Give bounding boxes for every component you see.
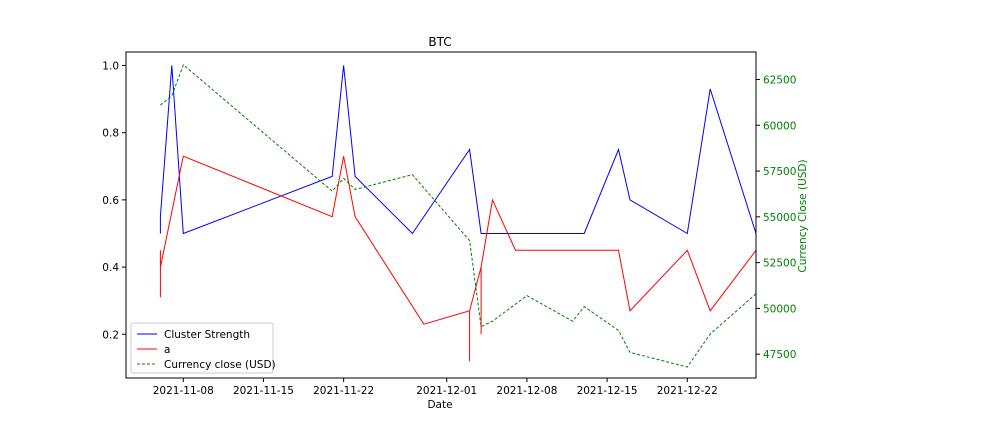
x-tick-label: 2021-12-15 <box>577 385 638 397</box>
x-axis: 2021-11-08 2021-11-15 2021-11-22 2021-12-01… <box>153 378 718 397</box>
x-tick-label: 2021-12-22 <box>657 385 718 397</box>
y2-tick-label: 55000 <box>763 212 796 224</box>
y2-tick-label: 62500 <box>763 74 796 86</box>
series-line-0 <box>159 65 757 235</box>
y2-axis-label: Currency Close (USD) <box>797 159 809 272</box>
legend-label-2: Currency close (USD) <box>164 359 276 371</box>
y-tick-label: 1.0 <box>102 60 119 72</box>
x-tick-label: 2021-11-22 <box>313 385 374 397</box>
plot-frame <box>125 51 757 379</box>
y2-tick-label: 47500 <box>763 349 796 361</box>
legend-label-1: a <box>164 344 170 356</box>
y2-axis: 47500 50000 52500 55000 57500 60000 62500 <box>756 74 796 361</box>
legend: Cluster Strength a Currency close (USD) <box>130 322 276 374</box>
y2-tick-label: 50000 <box>763 303 796 315</box>
y-tick-label: 0.4 <box>102 262 119 274</box>
legend-box <box>130 322 274 374</box>
y2-tick-label: 52500 <box>763 258 796 270</box>
x-tick-label: 2021-11-15 <box>233 385 294 397</box>
plot-lines <box>159 63 757 368</box>
series-line-1 <box>159 155 757 362</box>
x-tick-label: 2021-11-08 <box>153 385 214 397</box>
y-axis: 0.2 0.4 0.6 0.8 1.0 <box>102 60 126 341</box>
x-axis-label: Date <box>427 399 452 411</box>
y-tick-label: 0.2 <box>102 329 119 341</box>
y2-tick-label: 57500 <box>763 166 796 178</box>
series-line-2 <box>160 63 757 368</box>
legend-label-0: Cluster Strength <box>164 329 250 341</box>
y-tick-label: 0.8 <box>102 128 119 140</box>
x-tick-label: 2021-12-01 <box>416 385 477 397</box>
y2-tick-label: 60000 <box>763 120 796 132</box>
chart-title: BTC <box>428 35 451 49</box>
x-tick-label: 2021-12-08 <box>496 385 557 397</box>
y-tick-label: 0.6 <box>102 195 119 207</box>
